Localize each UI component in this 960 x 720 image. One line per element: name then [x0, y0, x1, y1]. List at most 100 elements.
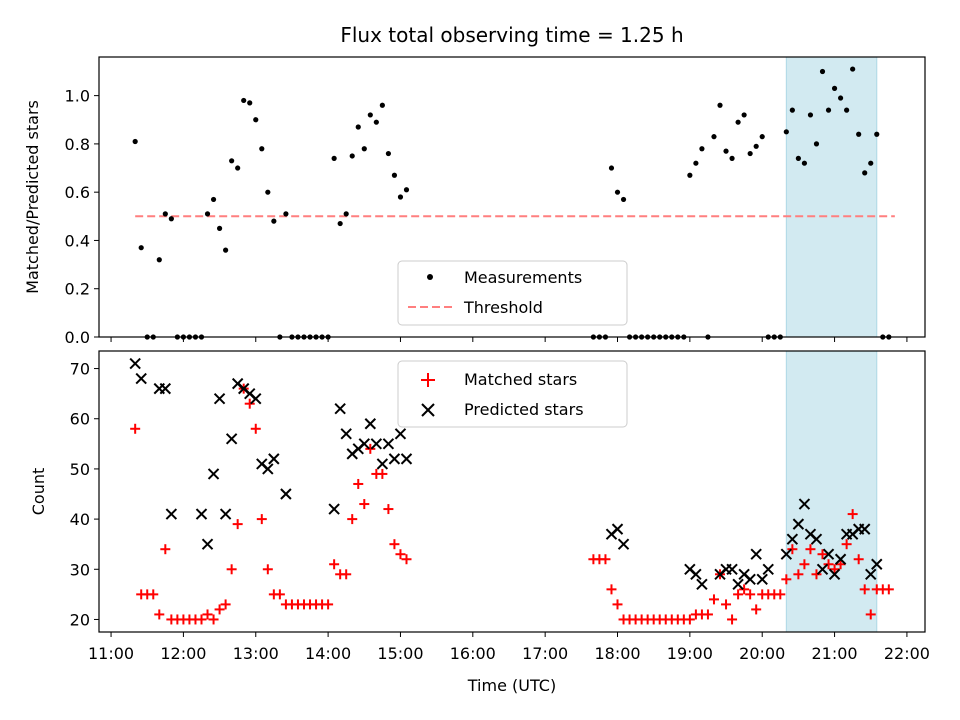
measurement-point	[759, 134, 765, 140]
x-tick-label: 20:00	[739, 644, 785, 663]
matched-star-point	[359, 499, 370, 510]
matched-star-point	[781, 574, 792, 585]
measurement-point	[711, 134, 717, 140]
x-tick-label: 19:00	[667, 644, 713, 663]
measurement-point	[373, 119, 379, 125]
count-y-axis: 20 30 40 50 60 70	[70, 360, 99, 629]
measurement-point	[862, 170, 868, 176]
predicted-star-point	[376, 458, 389, 470]
matched-star-point	[799, 559, 810, 570]
x-tick-label: 16:00	[450, 644, 496, 663]
predicted-star-point	[810, 533, 823, 545]
predicted-stars-points	[129, 357, 883, 591]
matched-star-point	[739, 584, 750, 595]
measurement-point	[783, 129, 789, 135]
legend-threshold-label: Threshold	[463, 298, 543, 317]
predicted-star-point	[780, 548, 793, 560]
matched-star-point	[811, 569, 822, 580]
measurement-point	[753, 143, 759, 149]
measurement-point	[868, 160, 874, 166]
ratio-legend: Measurements Threshold	[397, 260, 628, 326]
y-tick-label: 50	[70, 460, 90, 479]
matched-star-point	[262, 564, 273, 575]
predicted-star-point	[129, 357, 141, 370]
x-tick-label: 14:00	[305, 644, 351, 663]
predicted-star-point	[280, 488, 292, 500]
matched-star-point	[274, 589, 285, 600]
matched-star-point	[751, 604, 762, 615]
matched-star-point	[401, 554, 412, 565]
x-tick-label: 17:00	[522, 644, 568, 663]
predicted-star-point	[268, 453, 280, 465]
legend-measurements-marker	[427, 274, 433, 280]
predicted-star-point	[195, 508, 208, 520]
matched-star-point	[160, 544, 171, 555]
predicted-star-point	[159, 382, 172, 395]
y-tick-label: 0.6	[65, 183, 90, 202]
matched-star-point	[154, 609, 165, 620]
measurement-point	[397, 194, 404, 200]
matched-star-point	[383, 504, 394, 515]
measurement-point	[831, 85, 838, 91]
predicted-star-point	[262, 463, 274, 475]
matched-star-point	[353, 478, 364, 489]
measurement-point	[379, 102, 385, 108]
matched-star-point	[702, 609, 713, 620]
matched-star-point	[727, 614, 738, 625]
measurement-point	[693, 160, 699, 166]
predicted-star-point	[201, 538, 214, 550]
measurement-point	[265, 189, 271, 195]
measurement-point	[210, 196, 217, 203]
x-tick-label: 22:00	[884, 644, 930, 663]
predicted-star-point	[611, 523, 624, 535]
matched-star-point	[341, 569, 352, 580]
measurement-point	[247, 100, 253, 106]
predicted-star-point	[865, 568, 877, 581]
matched-star-point	[853, 554, 864, 565]
matched-star-point	[250, 423, 261, 434]
y-tick-label: 30	[70, 560, 90, 579]
predicted-star-point	[822, 548, 835, 560]
matched-star-point	[684, 614, 695, 625]
matched-star-point	[847, 509, 858, 520]
predicted-star-point	[400, 453, 413, 465]
matched-star-point	[226, 564, 237, 575]
predicted-star-point	[744, 573, 756, 586]
measurement-point	[837, 95, 844, 101]
predicted-star-point	[816, 563, 829, 575]
x-axis-label: Time (UTC)	[467, 676, 556, 695]
measurement-point	[729, 155, 735, 161]
matched-star-point	[606, 584, 617, 595]
matched-star-point	[365, 443, 376, 454]
measurement-point	[391, 172, 398, 178]
matched-star-point	[347, 514, 358, 525]
measurement-point	[271, 218, 277, 224]
y-tick-label: 70	[70, 360, 90, 379]
y-tick-label: 0.8	[65, 135, 90, 154]
measurement-point	[367, 112, 373, 118]
predicted-star-point	[135, 372, 147, 385]
measurement-point	[283, 211, 289, 217]
measurement-point	[204, 211, 211, 217]
predicted-star-point	[798, 498, 811, 510]
count-panel: 20 30 40 50 60 70 11:00 12:00 13:00 14:00 15:00 16…	[29, 350, 930, 695]
measurement-point	[132, 138, 138, 145]
measurement-point	[162, 211, 168, 217]
matched-star-point	[220, 599, 231, 610]
predicted-star-point	[756, 573, 768, 586]
legend-predicted-label: Predicted stars	[464, 400, 584, 419]
matched-star-point	[708, 594, 719, 605]
time-x-axis: 11:00 12:00 13:00 14:00 15:00 16:00 17:00 18:00…	[88, 632, 930, 663]
measurement-point	[813, 141, 820, 147]
measurement-point	[156, 257, 162, 263]
measurement-point	[825, 107, 832, 113]
matched-star-point	[148, 589, 159, 600]
x-tick-label: 21:00	[812, 644, 858, 663]
predicted-star-point	[207, 468, 220, 480]
predicted-star-point	[726, 563, 738, 575]
predicted-star-point	[762, 563, 774, 575]
y-tick-label: 20	[70, 610, 90, 629]
matched-star-point	[600, 554, 611, 565]
matched-star-point	[775, 589, 786, 600]
predicted-star-point	[792, 518, 805, 530]
